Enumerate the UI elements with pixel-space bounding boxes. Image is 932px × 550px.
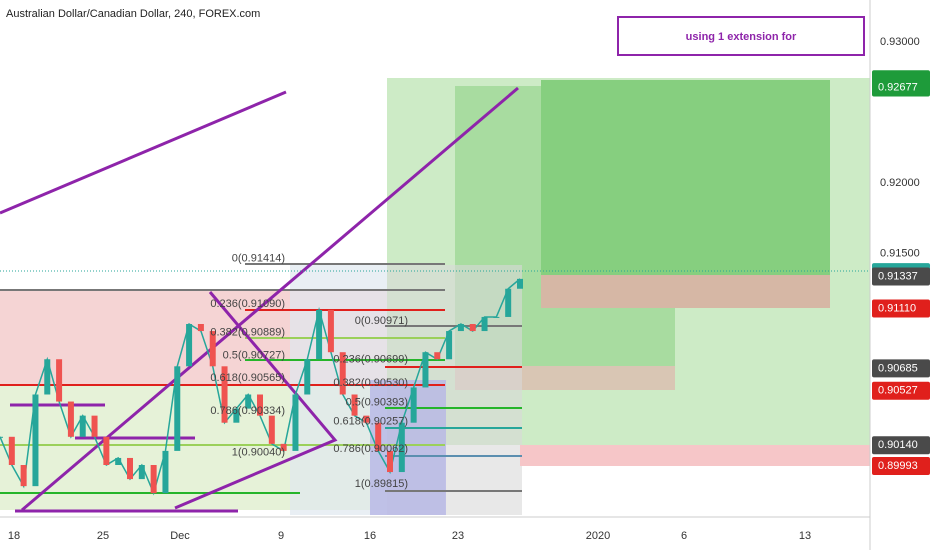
- candle: [517, 278, 523, 289]
- fib-label: 0(0.91414): [232, 253, 285, 265]
- price-tag-label: 0.91337: [878, 270, 918, 282]
- candle: [375, 422, 382, 451]
- candle: [20, 465, 27, 487]
- zones: [0, 78, 870, 515]
- candle: [434, 352, 441, 360]
- chart-title: Australian Dollar/Canadian Dollar, 240, …: [6, 8, 260, 20]
- price-tag-label: 0.90527: [878, 385, 918, 397]
- candle: [0, 436, 3, 438]
- candle: [233, 408, 240, 423]
- price-tag-label: 0.91110: [878, 302, 916, 314]
- time-label: 13: [799, 530, 811, 542]
- candle: [304, 359, 311, 395]
- price-label: 0.93000: [880, 36, 920, 48]
- fib-label: 0.236(0.91090): [210, 298, 285, 310]
- fib-label: 0.5(0.90727): [223, 349, 285, 361]
- candle: [481, 316, 488, 332]
- candle: [292, 394, 299, 451]
- candle: [32, 394, 39, 487]
- candle: [209, 331, 216, 367]
- candle: [245, 394, 252, 409]
- fib-label: 0.618(0.90565): [210, 372, 285, 384]
- fib-label: 0.5(0.90393): [346, 396, 408, 408]
- price-tag: [872, 359, 930, 378]
- candle: [351, 394, 358, 416]
- fib-lines: [0, 263, 522, 494]
- candle: [422, 352, 429, 388]
- candle: [363, 415, 370, 423]
- candle: [8, 436, 15, 465]
- candle: [197, 324, 204, 332]
- candle: [505, 288, 512, 317]
- candle: [44, 359, 51, 395]
- candle: [387, 450, 393, 473]
- candle: [493, 316, 500, 318]
- candle: [127, 457, 133, 480]
- price-tag: [872, 299, 930, 318]
- fib-label: 0.382(0.90889): [210, 327, 285, 339]
- price-tag: [872, 78, 930, 97]
- candle: [186, 324, 193, 367]
- price-tag: [872, 381, 930, 400]
- candle: [280, 443, 287, 451]
- candle: [446, 331, 453, 360]
- price-label: 0.91500: [880, 247, 920, 259]
- candle: [221, 366, 228, 423]
- time-label: 9: [278, 530, 284, 542]
- candle: [327, 309, 334, 353]
- fib-label: 1(0.90040): [232, 446, 285, 458]
- fib-label: 0.786(0.90334): [210, 405, 285, 417]
- candle: [162, 450, 169, 494]
- time-label: Dec: [170, 530, 190, 542]
- candle: [398, 422, 405, 473]
- fib-label: 0.786(0.90062): [333, 443, 408, 455]
- candle: [79, 415, 86, 437]
- candle: [410, 387, 417, 423]
- candle: [138, 465, 145, 480]
- candle: [174, 366, 181, 451]
- time-label: 2020: [586, 530, 610, 542]
- time-label: 23: [452, 530, 464, 542]
- price-tag-label: 0.90685: [878, 362, 918, 374]
- fib-label: 0.618(0.90257): [333, 416, 408, 428]
- annotation-box: [617, 16, 865, 56]
- fib-label: 0.236(0.90699): [333, 353, 408, 365]
- price-tag-label: 0.90140: [878, 439, 918, 451]
- candle: [457, 324, 464, 332]
- time-label: 18: [8, 530, 20, 542]
- price-tag: [872, 267, 930, 286]
- candle: [56, 359, 63, 402]
- dynamic: 0(0.91414) 0.236(0.91090) 0.382(0.90889) 0.…: [0, 36, 930, 542]
- candle: [150, 465, 157, 494]
- annotation: using 1 extension for: [686, 31, 797, 43]
- time-label: 25: [97, 530, 109, 542]
- candle: [115, 457, 122, 465]
- time-label: 6: [681, 530, 687, 542]
- price-tag: [872, 436, 930, 455]
- fib-label: 0(0.90971): [355, 315, 408, 327]
- price-tag-label: 0.89993: [878, 460, 918, 472]
- candle: [268, 415, 275, 444]
- price-tag: [872, 456, 930, 475]
- candle: [469, 324, 476, 332]
- candle: [257, 394, 263, 416]
- time-label: 16: [364, 530, 376, 542]
- candle: [103, 436, 110, 465]
- fib-label: 1(0.89815): [355, 478, 408, 490]
- candle: [91, 415, 98, 437]
- candle: [339, 352, 346, 395]
- price-label: 0.92000: [880, 177, 920, 189]
- candle: [316, 309, 323, 360]
- fib-label: 0.382(0.90530): [333, 377, 408, 389]
- candle: [67, 401, 74, 437]
- price-tag-label: 0.92677: [878, 81, 918, 93]
